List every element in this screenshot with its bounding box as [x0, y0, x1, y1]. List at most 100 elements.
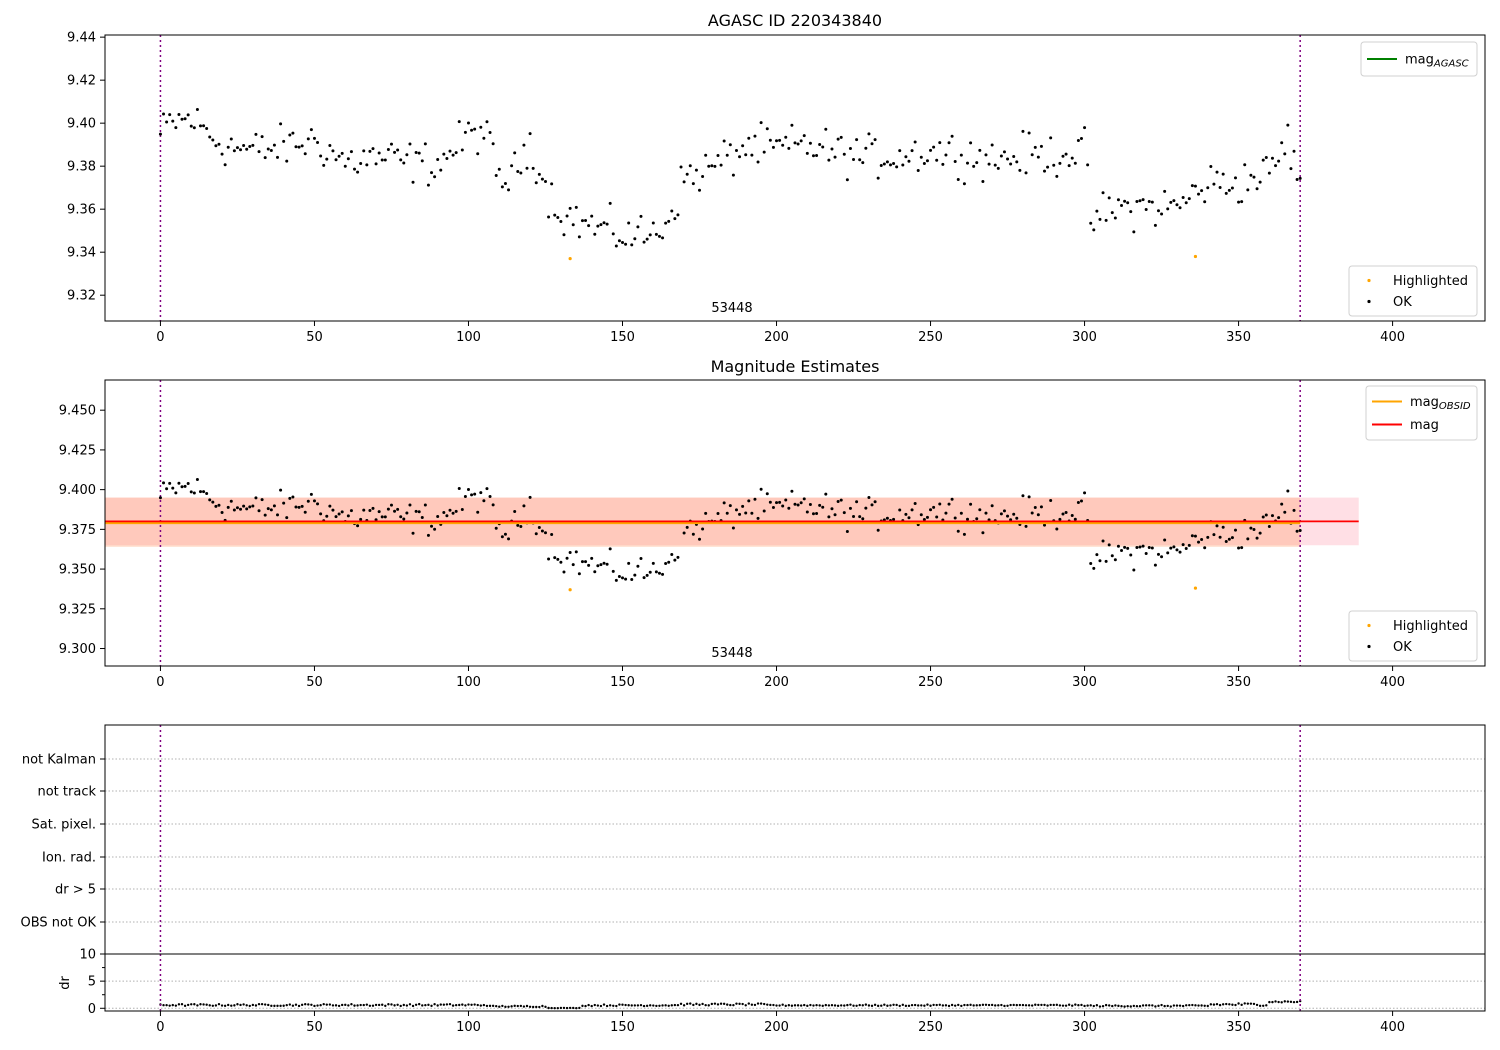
ok-point	[1295, 529, 1299, 533]
dr-point	[174, 1004, 178, 1007]
dr-point	[356, 1004, 359, 1007]
ok-point	[611, 569, 615, 573]
dr-point	[701, 1002, 704, 1006]
ok-point	[451, 511, 455, 515]
ok-point	[1095, 209, 1099, 213]
dr-point	[821, 1004, 824, 1008]
ok-point	[165, 120, 169, 124]
dr-point	[1243, 1002, 1246, 1005]
ok-point	[1076, 500, 1080, 504]
ok-point	[235, 506, 239, 510]
ok-point	[507, 537, 511, 541]
x-tick-label: 50	[306, 675, 323, 690]
ok-point	[852, 158, 856, 162]
ok-point	[839, 498, 843, 502]
dr-point	[485, 1004, 489, 1008]
ok-point	[482, 136, 486, 140]
dr-point	[615, 1004, 618, 1008]
dr-point	[947, 1004, 951, 1008]
dr-point	[1003, 1004, 1006, 1008]
ok-point	[343, 164, 347, 168]
ok-point	[202, 490, 206, 494]
dr-point	[572, 1006, 575, 1010]
dr-point	[664, 1004, 667, 1007]
dr-point	[1046, 1004, 1049, 1007]
dr-point	[1234, 1003, 1237, 1007]
dr-point	[827, 1004, 831, 1007]
ok-point	[1067, 164, 1071, 168]
ok-point	[1286, 123, 1290, 127]
dr-point	[168, 1004, 171, 1007]
ok-point	[944, 153, 948, 157]
ok-point	[639, 556, 643, 560]
dr-point	[458, 1003, 461, 1007]
dr-point	[661, 1004, 664, 1007]
dr-point	[766, 1003, 769, 1006]
ok-point	[1224, 540, 1228, 544]
ok-point	[833, 155, 837, 159]
ok-point	[1150, 546, 1154, 550]
dr-point	[581, 1004, 584, 1008]
ok-point	[1255, 187, 1259, 191]
ok-point	[1184, 546, 1188, 550]
dr-point	[729, 1003, 732, 1007]
ok-point	[1156, 552, 1160, 556]
ok-point	[171, 119, 175, 123]
dr-point	[941, 1004, 945, 1007]
legend-label: Highlighted	[1393, 274, 1468, 289]
ok-point	[907, 516, 911, 520]
ok-point	[1049, 136, 1053, 140]
agasc-magnitude-panel: AGASC ID 220343840 53448 0 50 100 150 200 250…	[67, 11, 1486, 345]
ok-point	[870, 503, 874, 507]
dr-point	[886, 1004, 889, 1007]
ok-point	[830, 507, 834, 511]
dr-point	[917, 1004, 920, 1007]
ok-point	[565, 556, 569, 560]
obsid-annotation-2: 53448	[711, 646, 752, 661]
dr-point	[362, 1003, 365, 1007]
ok-point	[488, 130, 492, 134]
ok-point	[978, 148, 982, 152]
x-tick-label: 300	[1072, 675, 1097, 690]
dr-point	[402, 1003, 405, 1007]
ok-point	[470, 493, 474, 497]
y-tick-label: 9.450	[59, 404, 96, 419]
legend-label: mag	[1410, 418, 1439, 433]
x-tick-label: 150	[610, 1020, 635, 1035]
ok-point	[784, 135, 788, 139]
ok-point	[300, 504, 304, 508]
ok-point	[1230, 186, 1234, 190]
legend-swatch-point	[1367, 299, 1371, 304]
ok-point	[362, 149, 366, 153]
ok-point	[1280, 502, 1284, 506]
dr-point	[1018, 1003, 1022, 1007]
ok-point	[186, 113, 190, 117]
ok-point	[867, 132, 871, 136]
ok-point	[1264, 513, 1268, 517]
highlighted-point	[1193, 254, 1198, 259]
ok-point	[633, 573, 637, 577]
ok-point	[1212, 182, 1216, 186]
dr-point	[673, 1003, 677, 1007]
ok-point	[1249, 526, 1253, 530]
ok-point	[516, 170, 520, 174]
ok-point	[713, 164, 717, 168]
dr-point	[796, 1004, 800, 1007]
ok-point	[836, 499, 840, 503]
ok-point	[1120, 204, 1124, 208]
dr-axis-label: dr	[58, 976, 73, 990]
dr-point	[781, 1003, 784, 1006]
ok-point	[500, 185, 504, 189]
dr-point	[162, 1004, 165, 1007]
ok-point	[1280, 141, 1284, 145]
ok-point	[1298, 528, 1302, 532]
ok-point	[944, 511, 948, 515]
y-tick-label: 9.32	[67, 289, 96, 304]
legend-swatch-point	[1367, 644, 1371, 649]
ok-point	[990, 504, 994, 508]
ok-point	[947, 502, 951, 506]
dr-point	[467, 1003, 470, 1006]
ok-point	[1150, 200, 1154, 204]
ok-point	[1197, 192, 1201, 196]
dr-point	[750, 1003, 754, 1006]
